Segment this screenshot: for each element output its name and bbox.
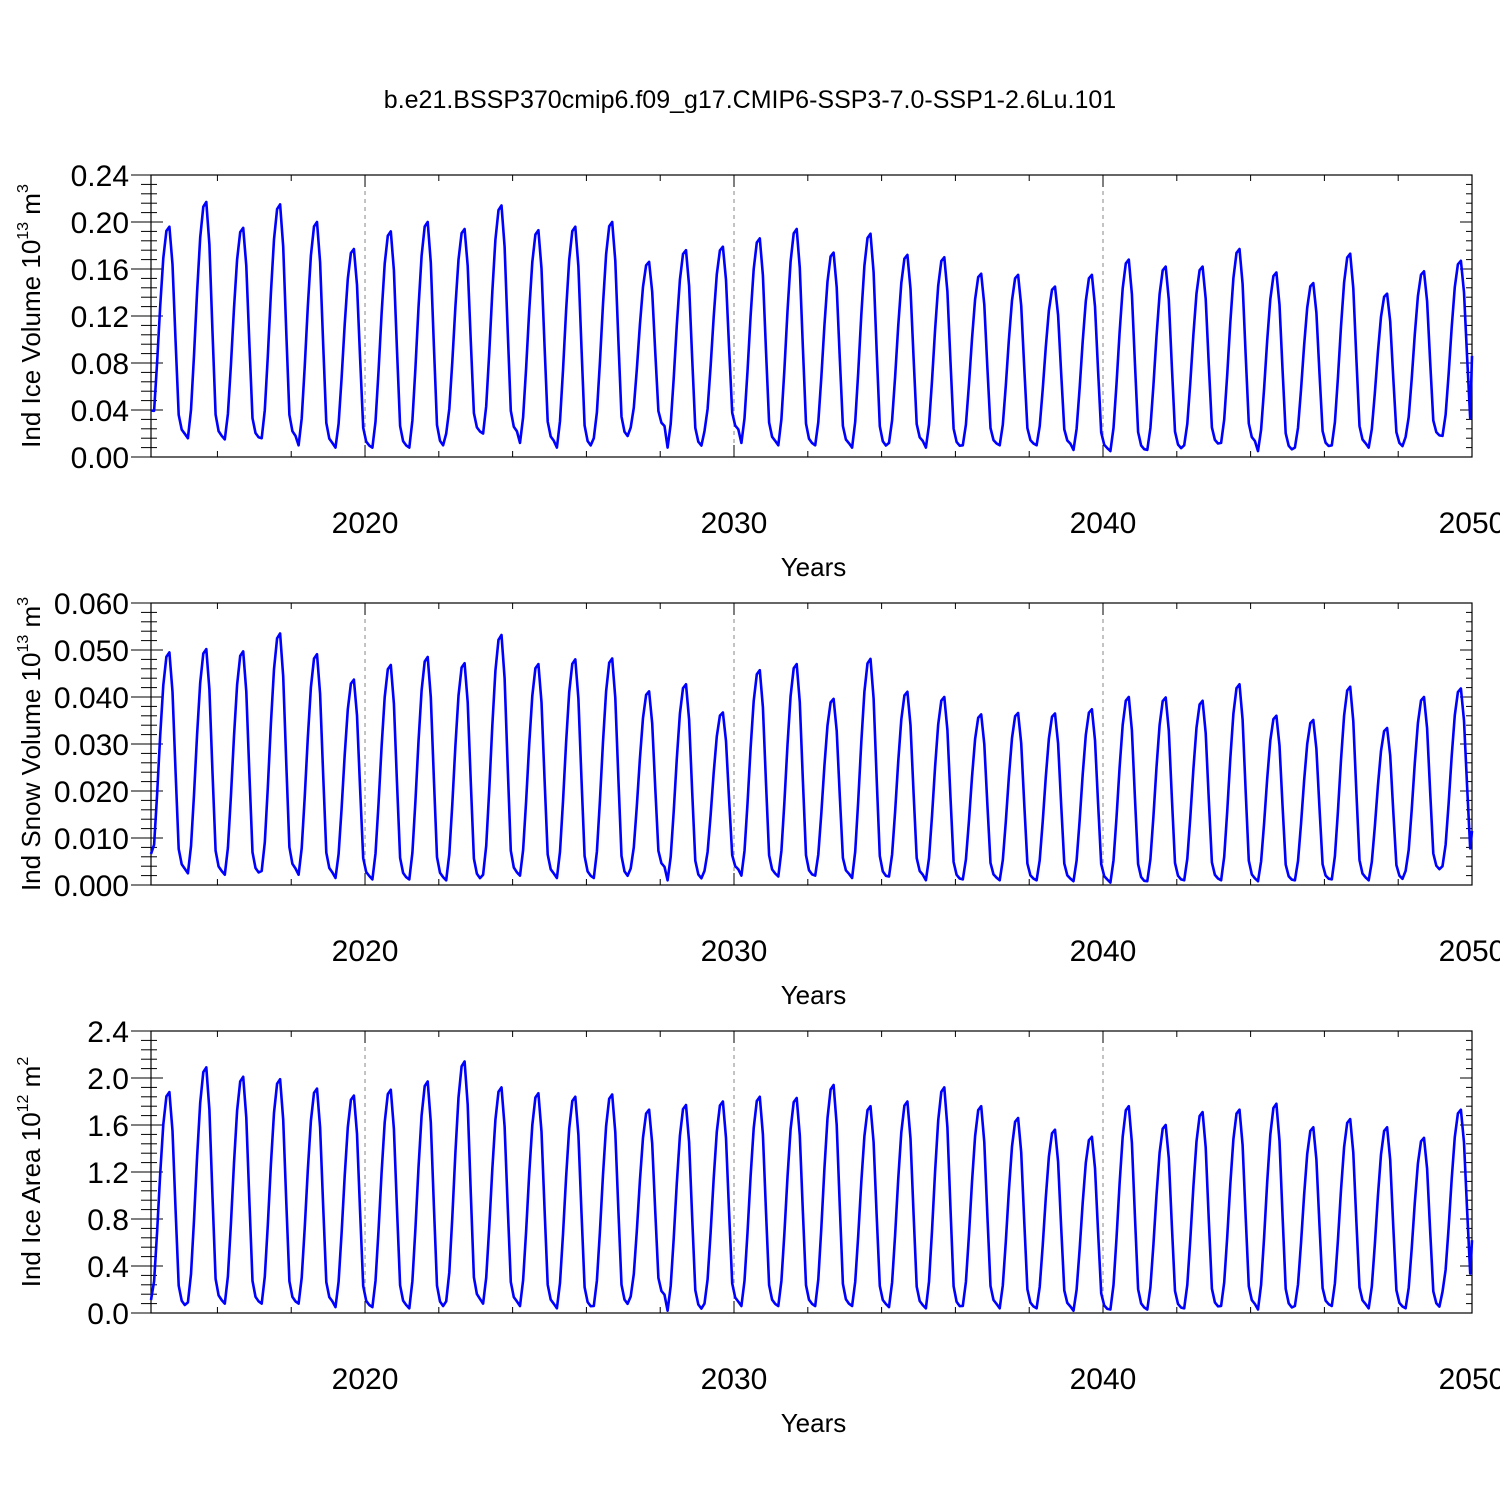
y-tick-label: 0.08 [71, 348, 129, 381]
y-tick-label: 0.00 [71, 442, 129, 475]
x-tick-label: 2020 [332, 1363, 399, 1396]
x-tick-label: 2040 [1070, 1363, 1137, 1396]
series-line [149, 1060, 1474, 1312]
x-tick-label: 2050 [1439, 507, 1500, 540]
x-tick-label: 2030 [701, 1363, 768, 1396]
x-tick-label: 2030 [701, 935, 768, 968]
y-tick-label: 0.040 [54, 682, 129, 715]
y-tick-label: 1.2 [87, 1157, 129, 1190]
x-axis-label: Years [781, 980, 847, 1010]
y-tick-label: 0.030 [54, 729, 129, 762]
y-axis-label: Ind Ice Volume 1013 m3 [15, 184, 46, 448]
y-tick-label: 0.4 [87, 1251, 129, 1284]
panel-ice-volume: 2020 2030 2040 2050 0.00 0.04 0.08 0.12 0.16 0.20… [15, 160, 1500, 582]
x-tick-label: 2050 [1439, 1363, 1500, 1396]
x-tick-label: 2020 [332, 507, 399, 540]
panel-snow-volume: 2020 2030 2040 2050 0.000 0.010 0.020 0.030 0.04… [15, 588, 1500, 1010]
y-tick-label: 0.050 [54, 635, 129, 668]
y-tick-label: 0.12 [71, 301, 129, 334]
x-tick-label: 2020 [332, 935, 399, 968]
y-tick-label: 2.4 [87, 1016, 129, 1049]
plot-frame [150, 174, 1473, 458]
x-tick-label: 2050 [1439, 935, 1500, 968]
chart-title: b.e21.BSSP370cmip6.f09_g17.CMIP6-SSP3-7.… [383, 86, 1117, 114]
y-tick-label: 0.0 [87, 1298, 129, 1331]
plot-frame [150, 602, 1473, 886]
y-tick-label: 0.8 [87, 1204, 129, 1237]
x-tick-label: 2040 [1070, 507, 1137, 540]
plot-frame [150, 1030, 1473, 1314]
panel-ice-area: 2020 2030 2040 2050 0.0 0.4 0.8 1.2 1.6 2.0 2.4 Yea… [15, 1016, 1500, 1438]
x-tick-label: 2030 [701, 507, 768, 540]
y-tick-label: 2.0 [87, 1063, 129, 1096]
y-tick-label: 0.20 [71, 207, 129, 240]
y-tick-label: 0.000 [54, 870, 129, 903]
y-tick-label: 1.6 [87, 1110, 129, 1143]
series-line [150, 200, 1474, 453]
x-axis-label: Years [781, 1408, 847, 1438]
x-tick-label: 2040 [1070, 935, 1137, 968]
series-line [149, 632, 1474, 884]
y-tick-label: 0.010 [54, 823, 129, 856]
y-axis-label: Ind Ice Area 1012 m2 [15, 1057, 46, 1288]
y-tick-label: 0.020 [54, 776, 129, 809]
y-axis-label: Ind Snow Volume 1013 m3 [15, 597, 46, 891]
x-axis-label: Years [781, 552, 847, 582]
y-tick-label: 0.16 [71, 254, 129, 287]
y-tick-label: 0.060 [54, 588, 129, 621]
y-tick-label: 0.24 [71, 160, 129, 193]
y-tick-label: 0.04 [71, 395, 129, 428]
